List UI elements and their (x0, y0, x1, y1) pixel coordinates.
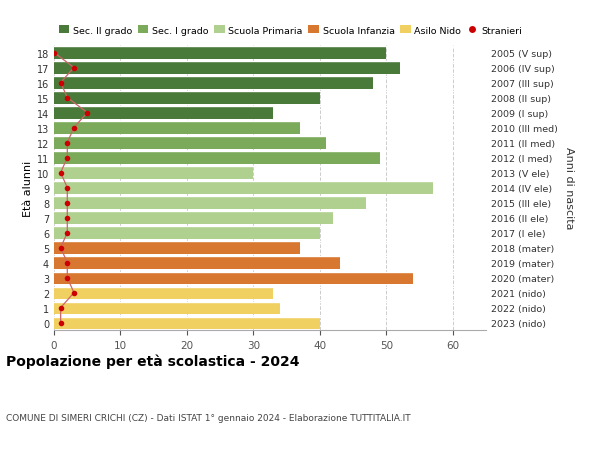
Point (62, 214, 72, 222)
Bar (54, 317, 320, 329)
Point (62, 185, 72, 192)
Point (62, 230, 72, 237)
Bar (54, 212, 333, 224)
Point (69, 65, 79, 72)
Text: COMUNE DI SIMERI CRICHI (CZ) - Dati ISTAT 1° gennaio 2024 - Elaborazione TUTTITA: COMUNE DI SIMERI CRICHI (CZ) - Dati ISTA… (6, 413, 410, 422)
Bar (54, 287, 274, 299)
Point (56, 245, 65, 252)
Y-axis label: Età alunni: Età alunni (23, 160, 32, 216)
Point (62, 259, 72, 267)
Bar (54, 302, 280, 314)
Legend: Sec. II grado, Sec. I grado, Scuola Primaria, Scuola Infanzia, Asilo Nido, Stran: Sec. II grado, Sec. I grado, Scuola Prim… (59, 26, 522, 35)
Bar (54, 257, 340, 269)
Bar (54, 47, 386, 60)
Bar (54, 182, 433, 194)
Text: Popolazione per età scolastica - 2024: Popolazione per età scolastica - 2024 (6, 353, 299, 368)
Point (56, 304, 65, 312)
Bar (54, 92, 320, 105)
Bar (54, 197, 367, 209)
Bar (54, 77, 373, 90)
Y-axis label: Anni di nascita: Anni di nascita (565, 147, 574, 230)
Point (82, 110, 92, 117)
Point (69, 124, 79, 132)
Bar (54, 167, 253, 179)
Bar (54, 122, 300, 134)
Bar (54, 242, 300, 254)
Point (56, 319, 65, 327)
Bar (54, 107, 274, 119)
Point (56, 169, 65, 177)
Point (49, 50, 59, 57)
Bar (54, 227, 320, 239)
Point (62, 274, 72, 282)
Point (62, 95, 72, 102)
Point (56, 80, 65, 87)
Bar (54, 152, 380, 164)
Point (62, 155, 72, 162)
Bar (54, 272, 413, 284)
Point (62, 200, 72, 207)
Point (62, 140, 72, 147)
Point (69, 289, 79, 297)
Bar (54, 137, 326, 149)
Bar (54, 62, 400, 74)
